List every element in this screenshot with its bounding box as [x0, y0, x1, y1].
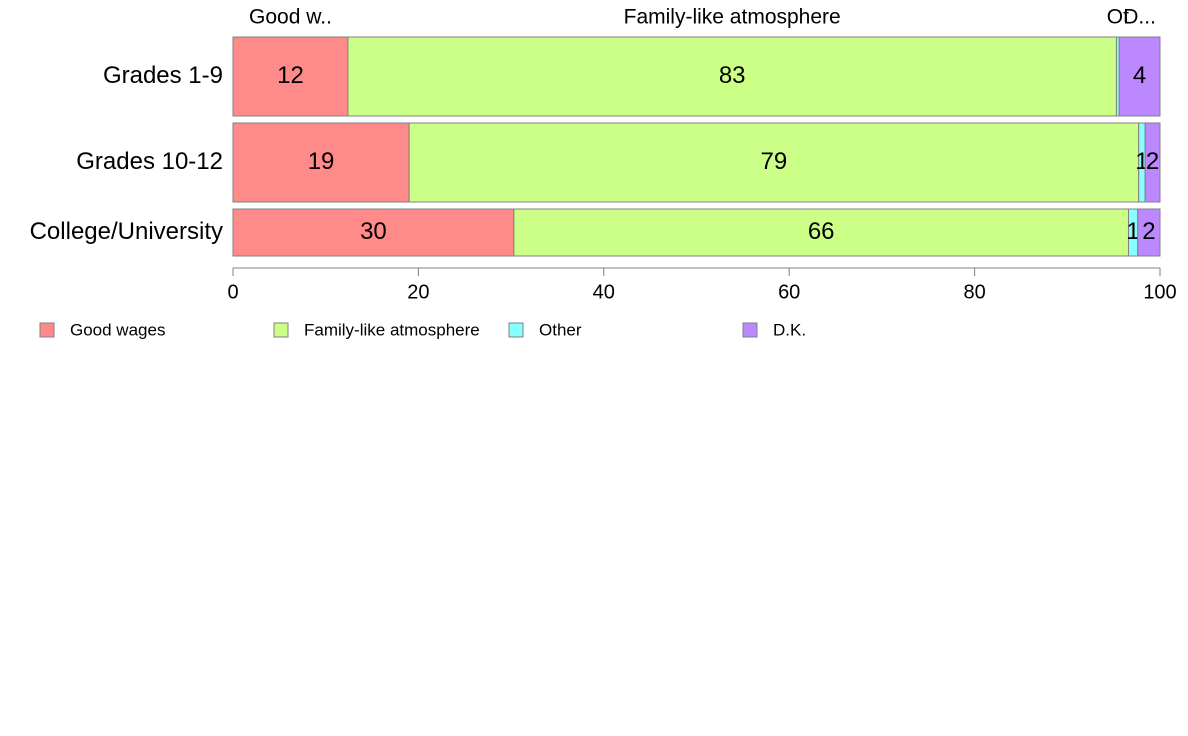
data-label: 2 [1146, 148, 1159, 175]
bar-segment [1144, 122, 1161, 203]
top-segment-label: D... [1123, 6, 1156, 29]
bar-segment [232, 208, 515, 257]
x-tick-label: 60 [778, 281, 800, 303]
x-tick-label: 80 [963, 281, 985, 303]
top-segment-labels: Good w.. Family-like atmosphere OtD... [249, 6, 1156, 29]
data-label: 79 [761, 148, 788, 175]
bar-segment [1118, 36, 1161, 117]
category-labels: Grades 1-9 Grades 10-12 College/University [30, 62, 223, 245]
legend-swatch [508, 322, 524, 338]
category-label: Grades 1-9 [103, 62, 223, 89]
data-label: 66 [808, 218, 835, 245]
bar-segment [347, 36, 1117, 117]
data-label: 4 [1133, 62, 1146, 89]
legend-swatch [273, 322, 289, 338]
data-label: 30 [360, 218, 387, 245]
x-tick-label: 100 [1143, 281, 1176, 303]
x-tick-label: 20 [407, 281, 429, 303]
data-label: 19 [308, 148, 335, 175]
data-label: 1 [1126, 218, 1139, 245]
bar-segment [232, 122, 410, 203]
bar-segment [1137, 208, 1161, 257]
bar-segment [408, 122, 1140, 203]
legend-label: Other [539, 320, 582, 339]
legend: Good wages Family-like atmosphere Other D.K… [39, 320, 806, 339]
category-label: College/University [30, 218, 223, 245]
legend-swatch [39, 322, 55, 338]
top-segment-label: Good w.. [249, 6, 332, 29]
x-tick-label: 0 [227, 281, 238, 303]
bar-segment [513, 208, 1129, 257]
top-segment-label: Ot [1107, 6, 1129, 29]
data-label: 83 [719, 62, 746, 89]
legend-swatch [742, 322, 758, 338]
data-label: 2 [1142, 218, 1155, 245]
legend-label: D.K. [773, 320, 806, 339]
data-label: 12 [277, 62, 304, 89]
top-segment-label: Family-like atmosphere [624, 6, 841, 29]
legend-label: Good wages [70, 320, 165, 339]
legend-label: Family-like atmosphere [304, 320, 480, 339]
x-axis: 0 20 40 60 80 100 [227, 267, 1177, 303]
category-label: Grades 10-12 [76, 148, 223, 175]
x-tick-label: 40 [593, 281, 615, 303]
